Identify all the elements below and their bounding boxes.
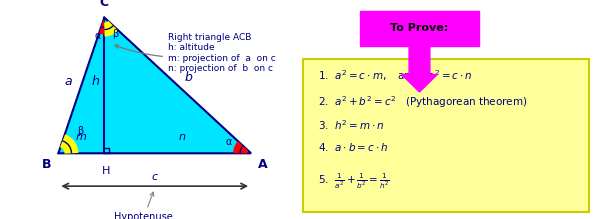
Text: 1.  $a^2 = c \cdot m,$   and   $b^2 = c \cdot n$: 1. $a^2 = c \cdot m,$ and $b^2 = c \cdot… [318, 68, 473, 83]
Text: H: H [102, 166, 111, 177]
Polygon shape [58, 18, 251, 153]
Text: 2.  $a^2 + b^2 = c^2$   (Pythagorean theorem): 2. $a^2 + b^2 = c^2$ (Pythagorean theore… [318, 94, 528, 110]
Text: α: α [95, 31, 101, 41]
Text: b: b [184, 71, 193, 84]
Text: C: C [100, 0, 109, 9]
Text: β: β [77, 125, 83, 136]
FancyBboxPatch shape [360, 11, 479, 46]
Text: Hypotenuse: Hypotenuse [114, 192, 173, 219]
Text: 4.  $a \cdot b = c \cdot h$: 4. $a \cdot b = c \cdot h$ [318, 141, 389, 153]
Text: c: c [152, 172, 158, 182]
Text: 3.  $h^2 = m \cdot n$: 3. $h^2 = m \cdot n$ [318, 118, 385, 132]
FancyBboxPatch shape [303, 59, 589, 212]
Text: m: m [76, 132, 87, 142]
Text: A: A [258, 158, 267, 171]
Text: β: β [112, 29, 118, 39]
Text: a: a [64, 75, 72, 88]
Text: To Prove:: To Prove: [390, 23, 449, 34]
Text: 5.  $\frac{1}{a^2} + \frac{1}{b^2} = \frac{1}{h^2}$: 5. $\frac{1}{a^2} + \frac{1}{b^2} = \fra… [318, 171, 390, 191]
Text: B: B [42, 158, 52, 171]
Text: α: α [226, 136, 232, 147]
Text: h: h [92, 75, 99, 88]
Text: n: n [178, 132, 186, 142]
FancyArrow shape [402, 46, 437, 92]
Text: Right triangle ACB
h: altitude
m: projection of  a  on c
n: projection of  b  on: Right triangle ACB h: altitude m: projec… [115, 33, 275, 73]
